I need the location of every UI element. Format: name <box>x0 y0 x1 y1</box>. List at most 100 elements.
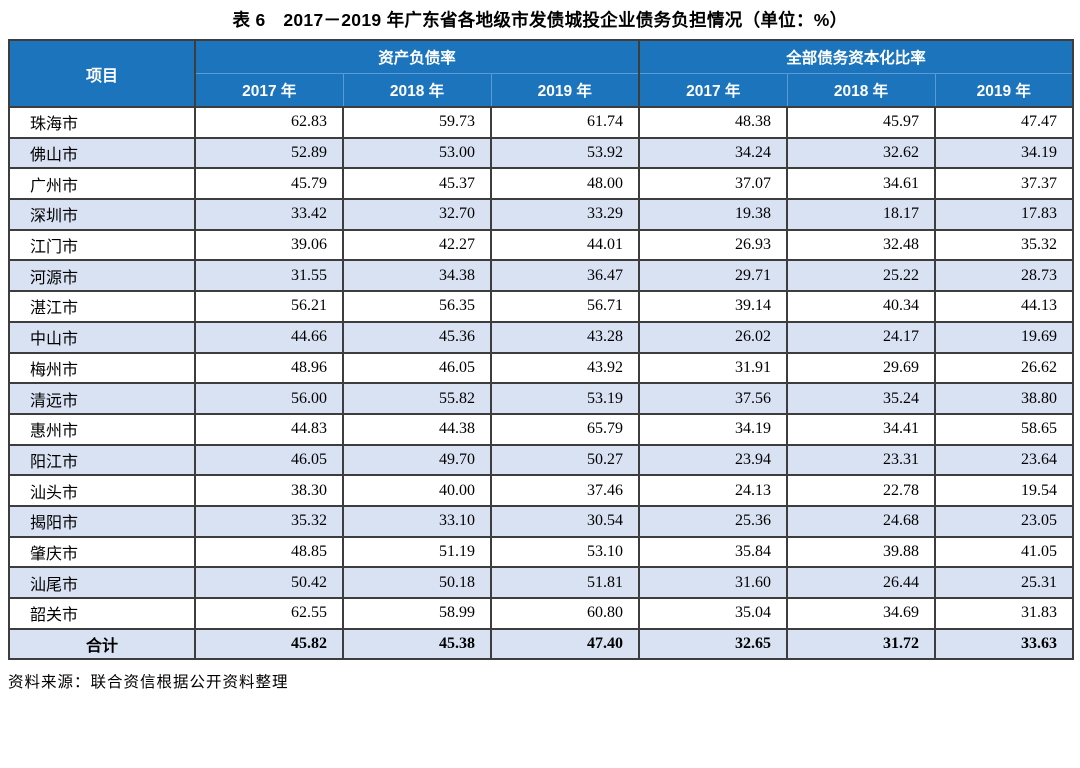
value-cell: 42.27 <box>342 228 492 262</box>
value-cell: 51.19 <box>342 535 492 569</box>
row-label-cell: 阳江市 <box>8 443 196 477</box>
value-cell: 30.54 <box>489 504 641 538</box>
value-cell: 32.70 <box>342 198 492 231</box>
value-cell: 37.56 <box>638 382 789 415</box>
value-cell: 25.31 <box>934 566 1075 599</box>
value-cell: 25.22 <box>786 259 937 293</box>
source-note: 资料来源：联合资信根据公开资料整理 <box>8 674 289 692</box>
value-cell: 48.96 <box>194 351 344 385</box>
table-row: 肇庆市 48.85 51.19 53.10 35.84 39.88 41.05 <box>8 535 1075 569</box>
value-cell: 48.38 <box>638 106 789 139</box>
value-cell: 22.78 <box>786 474 937 507</box>
table-row: 深圳市 33.42 32.70 33.29 19.38 18.17 17.83 <box>8 198 1075 231</box>
value-cell: 31.55 <box>194 259 344 293</box>
value-cell: 19.54 <box>934 474 1075 507</box>
value-cell: 24.68 <box>786 504 937 538</box>
row-label-cell: 江门市 <box>8 228 196 262</box>
value-cell: 50.42 <box>194 566 344 599</box>
value-cell: 34.24 <box>638 136 789 170</box>
value-cell: 33.42 <box>194 198 344 231</box>
value-cell: 62.55 <box>194 597 344 630</box>
row-label-cell: 中山市 <box>8 320 196 354</box>
value-cell: 31.91 <box>638 351 789 385</box>
value-cell: 29.69 <box>786 351 937 385</box>
value-cell: 45.82 <box>194 627 344 661</box>
value-cell: 59.73 <box>342 106 492 139</box>
value-cell: 29.71 <box>638 259 789 293</box>
value-cell: 51.81 <box>489 566 641 599</box>
value-cell: 36.47 <box>489 259 641 293</box>
value-cell: 38.80 <box>934 382 1075 415</box>
value-cell: 25.36 <box>638 504 789 538</box>
value-cell: 34.61 <box>786 167 937 201</box>
value-cell: 37.37 <box>934 167 1075 201</box>
value-cell: 19.69 <box>934 320 1075 354</box>
value-cell: 43.92 <box>489 351 641 385</box>
year-header-2019: 2019 年 <box>934 72 1075 108</box>
year-header-2018: 2018 年 <box>786 72 936 108</box>
value-cell: 40.34 <box>786 290 937 323</box>
group-header-asset-liability-ratio: 资产负债率 <box>194 39 641 74</box>
value-cell: 26.44 <box>786 566 937 599</box>
value-cell: 35.24 <box>786 382 937 415</box>
value-cell: 34.41 <box>786 412 937 446</box>
value-cell: 39.06 <box>194 228 344 262</box>
value-cell: 53.00 <box>342 136 492 170</box>
row-label-cell: 惠州市 <box>8 412 196 446</box>
value-cell: 39.88 <box>786 535 937 569</box>
value-cell: 26.93 <box>638 228 789 262</box>
value-cell: 45.97 <box>786 106 937 139</box>
value-cell: 56.21 <box>194 290 344 323</box>
row-label-cell: 韶关市 <box>8 597 196 630</box>
table-row: 佛山市 52.89 53.00 53.92 34.24 32.62 34.19 <box>8 136 1075 170</box>
value-cell: 32.62 <box>786 136 937 170</box>
row-label-cell: 肇庆市 <box>8 535 196 569</box>
value-cell: 47.40 <box>489 627 641 661</box>
table-row: 湛江市 56.21 56.35 56.71 39.14 40.34 44.13 <box>8 290 1075 323</box>
value-cell: 33.29 <box>489 198 641 231</box>
item-column-header: 项目 <box>8 39 196 108</box>
value-cell: 40.00 <box>342 474 492 507</box>
value-cell: 31.72 <box>786 627 937 661</box>
value-cell: 62.83 <box>194 106 344 139</box>
value-cell: 47.47 <box>934 106 1075 139</box>
value-cell: 37.46 <box>489 474 641 507</box>
value-cell: 60.80 <box>489 597 641 630</box>
row-label-cell: 广州市 <box>8 167 196 201</box>
year-header-2018: 2018 年 <box>342 72 492 108</box>
value-cell: 24.13 <box>638 474 789 507</box>
table-row: 韶关市 62.55 58.99 60.80 35.04 34.69 31.83 <box>8 597 1075 630</box>
value-cell: 45.37 <box>342 167 492 201</box>
value-cell: 52.89 <box>194 136 344 170</box>
value-cell: 34.69 <box>786 597 937 630</box>
value-cell: 31.60 <box>638 566 789 599</box>
value-cell: 17.83 <box>934 198 1075 231</box>
value-cell: 26.62 <box>934 351 1075 385</box>
value-cell: 31.83 <box>934 597 1075 630</box>
value-cell: 53.19 <box>489 382 641 415</box>
value-cell: 34.38 <box>342 259 492 293</box>
value-cell: 35.32 <box>194 504 344 538</box>
table-row: 汕头市 38.30 40.00 37.46 24.13 22.78 19.54 <box>8 474 1075 507</box>
value-cell: 34.19 <box>934 136 1075 170</box>
value-cell: 56.00 <box>194 382 344 415</box>
value-cell: 32.48 <box>786 228 937 262</box>
table-row: 清远市 56.00 55.82 53.19 37.56 35.24 38.80 <box>8 382 1075 415</box>
table-row: 汕尾市 50.42 50.18 51.81 31.60 26.44 25.31 <box>8 566 1075 599</box>
row-label-cell: 揭阳市 <box>8 504 196 538</box>
value-cell: 33.63 <box>934 627 1075 661</box>
value-cell: 26.02 <box>638 320 789 354</box>
value-cell: 35.04 <box>638 597 789 630</box>
value-cell: 19.38 <box>638 198 789 231</box>
value-cell: 45.38 <box>342 627 492 661</box>
row-label-cell: 珠海市 <box>8 106 196 139</box>
value-cell: 53.92 <box>489 136 641 170</box>
value-cell: 35.84 <box>638 535 789 569</box>
table-title: 表 6 2017－2019 年广东省各地级市发债城投企业债务负担情况（单位：%） <box>232 10 848 30</box>
table-row: 河源市 31.55 34.38 36.47 29.71 25.22 28.73 <box>8 259 1075 293</box>
value-cell: 61.74 <box>489 106 641 139</box>
value-cell: 41.05 <box>934 535 1075 569</box>
value-cell: 23.64 <box>934 443 1075 477</box>
value-cell: 46.05 <box>342 351 492 385</box>
value-cell: 44.01 <box>489 228 641 262</box>
